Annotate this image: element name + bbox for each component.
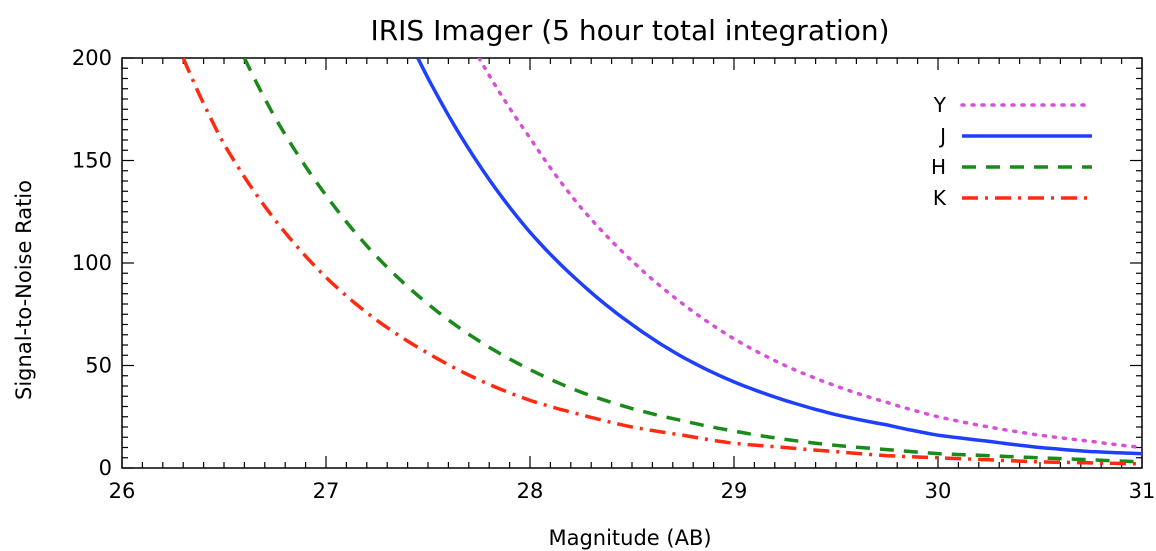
- series-layer: [181, 58, 1142, 466]
- legend-label-H: H: [931, 155, 946, 179]
- x-tick-label: 29: [721, 479, 748, 503]
- y-tick-label: 100: [72, 251, 112, 275]
- axis-ticks: [121, 57, 1143, 469]
- legend-label-K: K: [933, 186, 947, 210]
- legend-label-Y: Y: [933, 93, 947, 117]
- x-tick-label: 27: [313, 479, 340, 503]
- x-tick-label: 30: [925, 479, 952, 503]
- chart-title: IRIS Imager (5 hour total integration): [370, 14, 889, 47]
- y-tick-label: 50: [85, 354, 112, 378]
- series-line-K: [181, 58, 1142, 466]
- y-axis-label: Signal-to-Noise Ratio: [12, 180, 36, 400]
- series-line-H: [242, 58, 1142, 464]
- axis-tick-labels: 26 27 28 29 30 31 0 50 100 150 200: [72, 46, 1155, 503]
- x-axis-label: Magnitude (AB): [548, 526, 711, 550]
- x-tick-label: 26: [109, 479, 136, 503]
- y-tick-label: 150: [72, 149, 112, 173]
- y-tick-label: 200: [72, 46, 112, 70]
- x-tick-label: 31: [1129, 479, 1156, 503]
- series-line-J: [416, 58, 1142, 456]
- legend-label-J: J: [938, 124, 946, 148]
- plot-frame: [121, 57, 1143, 469]
- series-line-Y: [477, 58, 1142, 450]
- y-tick-label: 0: [99, 456, 112, 480]
- x-tick-label: 28: [517, 479, 544, 503]
